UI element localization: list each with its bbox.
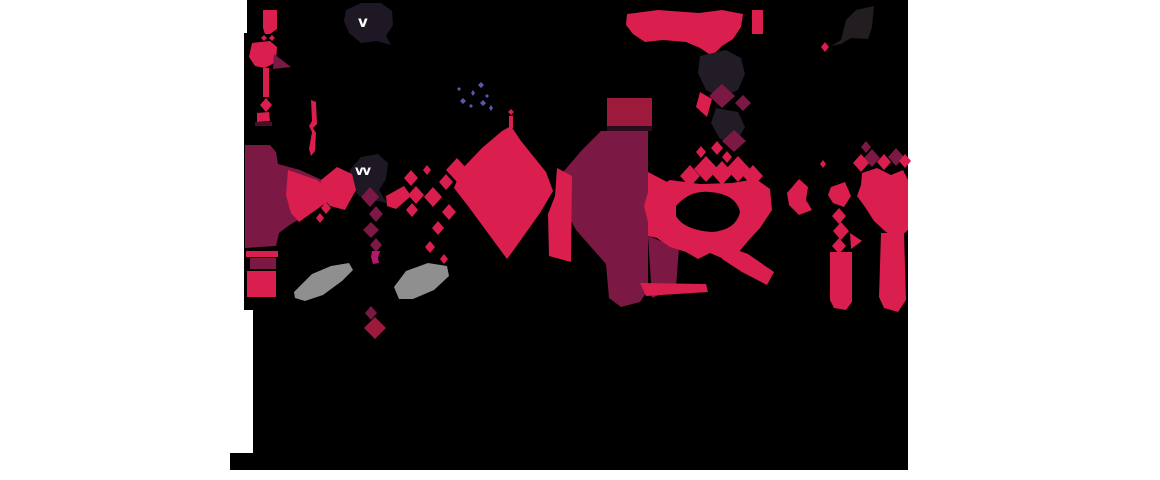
column-cap [607, 98, 652, 126]
braid-link3 [722, 130, 746, 152]
drip2-head [828, 182, 851, 207]
braid-spike [696, 92, 712, 117]
wing-dot [821, 42, 829, 52]
sparkles [457, 82, 493, 111]
ribbon-top-strip [263, 10, 277, 34]
vv-tag-blob [349, 154, 388, 203]
crown-maroon [861, 141, 904, 167]
crown-crimson [853, 154, 911, 172]
drip2-spike [850, 233, 862, 249]
canopy-bar [752, 10, 763, 34]
braid-link2 [735, 95, 751, 111]
vv-wedge [386, 186, 411, 209]
gem-antenna [509, 116, 513, 128]
v-tag-blob [344, 3, 393, 45]
ribbon-knot [249, 41, 277, 68]
burst-crest [680, 156, 763, 187]
wing [831, 6, 874, 46]
braid-top [698, 50, 745, 98]
splat-left-square [247, 271, 276, 297]
tail-chain-maroon [361, 187, 383, 252]
vv-splat-crimson [319, 167, 356, 210]
column-left-band [548, 168, 572, 262]
column-right-wedge [648, 236, 679, 298]
drip2-chain [832, 208, 849, 254]
ribbon-knot-dots [261, 35, 275, 41]
right-strip [879, 233, 906, 312]
canopy [626, 10, 743, 56]
column-body [558, 131, 648, 307]
drip2-strip [830, 252, 852, 310]
ribbon-shade [273, 54, 291, 69]
braid-link1 [709, 84, 735, 108]
column-cap-line [607, 126, 652, 131]
hanging-thread [309, 100, 317, 156]
drip1-head [787, 179, 812, 215]
splat-left-bar [246, 251, 278, 257]
burst-hole [676, 191, 740, 232]
drip1-dot [820, 160, 826, 168]
foot-right [394, 263, 449, 299]
ribbon-stem [263, 68, 269, 97]
splat-left-maroon-bar [250, 258, 276, 269]
tail-chain-magenta [371, 251, 380, 264]
tail-chain-end [365, 306, 377, 320]
foot-left [294, 263, 353, 301]
ribbon-stem-diamond [260, 98, 272, 112]
tail-chain-tip [364, 317, 386, 339]
burst-tail [722, 246, 774, 285]
right-mass [857, 168, 908, 239]
burst-sparks [696, 141, 732, 163]
gem-antenna-dot [508, 109, 514, 115]
mid-diamonds [404, 158, 468, 264]
player-tag-v: v [358, 13, 368, 31]
ribbon-tip-line [255, 122, 272, 126]
splat-left-crimson [286, 170, 330, 222]
column-foot [640, 283, 708, 296]
gem [454, 126, 553, 259]
ribbon-tip [257, 112, 270, 122]
player-tag-vv: vv [355, 164, 371, 179]
